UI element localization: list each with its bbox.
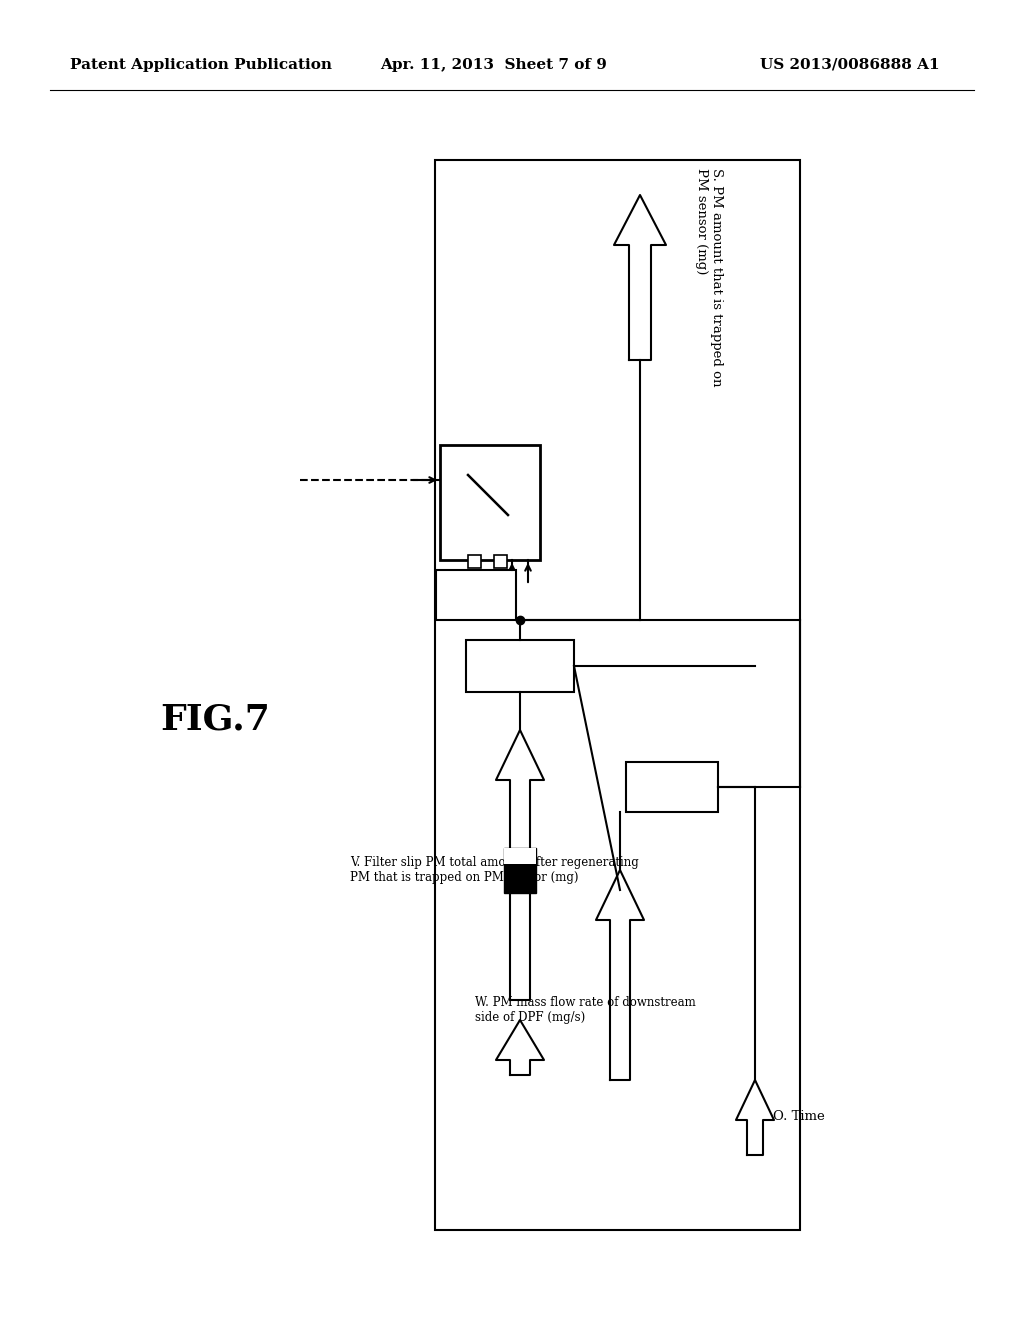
Bar	[440, 445, 540, 560]
Text: f (O,W): f (O,W)	[647, 780, 696, 795]
Text: V. Filter slip PM total amount after regenerating
PM that is trapped on PM senso: V. Filter slip PM total amount after reg…	[350, 855, 639, 884]
Text: f (O,V,W): f (O,V,W)	[489, 659, 551, 673]
Text: S. PM amount that is trapped on
PM sensor (mg): S. PM amount that is trapped on PM senso…	[695, 168, 723, 387]
Bar	[436, 570, 516, 620]
Text: W. PM mass flow rate of downstream
side of DPF (mg/s): W. PM mass flow rate of downstream side …	[475, 997, 695, 1024]
Polygon shape	[614, 195, 666, 360]
Text: US 2013/0086888 A1: US 2013/0086888 A1	[760, 58, 940, 73]
Bar	[494, 554, 507, 568]
Bar	[504, 847, 536, 863]
Text: FIG.7: FIG.7	[160, 704, 270, 737]
Bar	[435, 160, 800, 1230]
Bar	[468, 554, 480, 568]
Polygon shape	[496, 1020, 544, 1074]
Text: Patent Application Publication: Patent Application Publication	[70, 58, 332, 73]
Bar	[626, 762, 718, 812]
Polygon shape	[496, 730, 544, 1001]
Polygon shape	[596, 870, 644, 1080]
Bar	[466, 640, 574, 692]
Text: 0, 0: 0, 0	[463, 587, 489, 602]
Text: Apr. 11, 2013  Sheet 7 of 9: Apr. 11, 2013 Sheet 7 of 9	[380, 58, 607, 73]
Bar	[504, 847, 536, 892]
Text: O. Time: O. Time	[773, 1110, 824, 1123]
Polygon shape	[736, 1080, 774, 1155]
